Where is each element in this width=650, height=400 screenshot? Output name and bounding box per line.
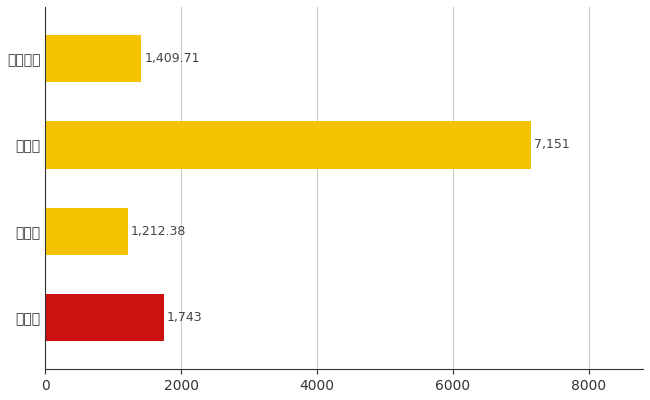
Text: 1,212.38: 1,212.38 — [131, 225, 187, 238]
Text: 7,151: 7,151 — [534, 138, 570, 152]
Text: 1,743: 1,743 — [167, 311, 203, 324]
Bar — [46, 121, 531, 169]
Text: 1,409.71: 1,409.71 — [144, 52, 200, 65]
Bar — [46, 35, 141, 82]
Bar — [46, 294, 164, 341]
Bar — [46, 208, 127, 255]
